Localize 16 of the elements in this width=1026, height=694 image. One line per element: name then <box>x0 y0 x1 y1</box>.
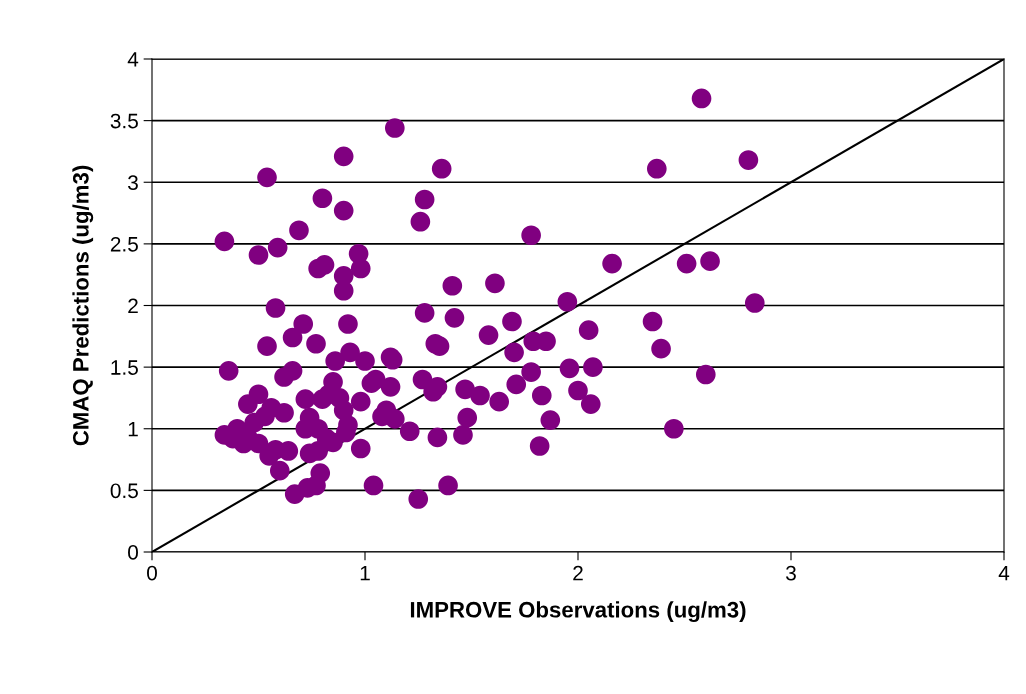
y-tick-label: 1 <box>128 421 138 437</box>
x-tick-label: 2 <box>573 565 583 581</box>
y-tick-label: 4 <box>127 52 139 67</box>
y-tick-label: 3.5 <box>110 113 138 129</box>
x-axis-title: IMPROVE Observations (ug/m3) <box>410 601 746 623</box>
y-tick-label: 0 <box>128 545 138 560</box>
x-tick-label: 4 <box>998 565 1010 581</box>
x-tick-label: 0 <box>147 565 157 581</box>
y-tick-label: 1.5 <box>111 360 138 375</box>
y-tick-label: 3 <box>128 175 138 190</box>
y-axis-title: CMAQ Predictions (ug/m3) <box>72 165 94 446</box>
y-tick-label: 2 <box>128 298 138 314</box>
x-tick-label: 1 <box>360 565 370 581</box>
x-tick-label: 3 <box>786 565 796 581</box>
y-tick-label: 0.5 <box>110 483 138 499</box>
y-tick-label: 2.5 <box>110 236 138 252</box>
